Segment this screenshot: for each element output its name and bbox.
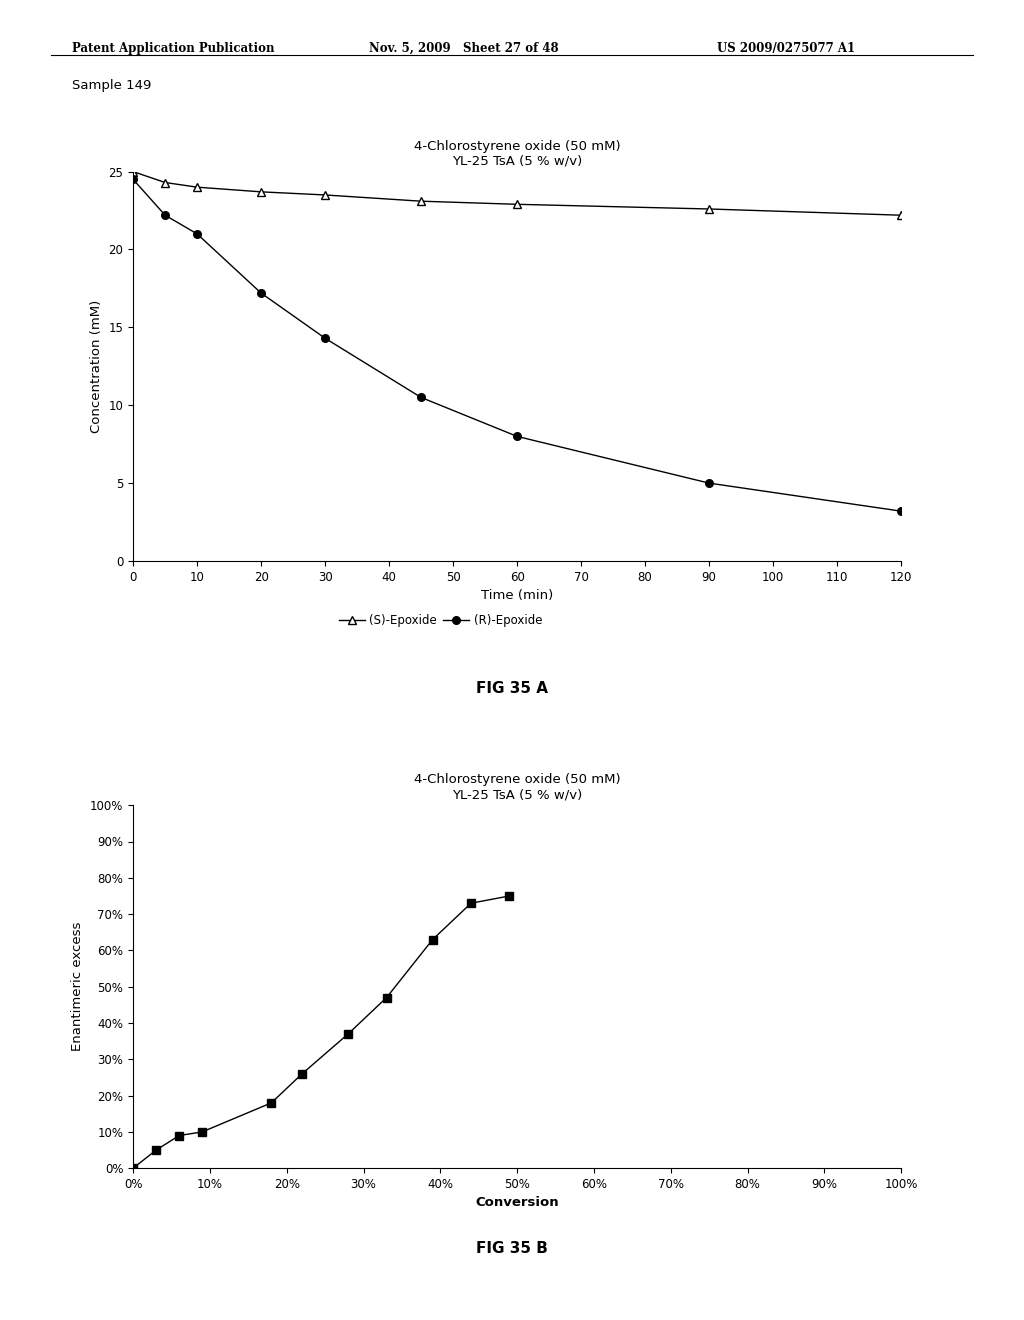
(S)-Epoxide bbox=[511, 197, 523, 213]
(S)-Epoxide bbox=[702, 201, 715, 216]
Text: US 2009/0275077 A1: US 2009/0275077 A1 bbox=[717, 42, 855, 55]
(S)-Epoxide bbox=[255, 183, 267, 199]
Text: FIG 35 B: FIG 35 B bbox=[476, 1241, 548, 1255]
(R)-Epoxide bbox=[511, 429, 523, 445]
Line: (S)-Epoxide: (S)-Epoxide bbox=[129, 168, 905, 219]
(R)-Epoxide bbox=[190, 226, 203, 242]
(R)-Epoxide bbox=[895, 503, 907, 519]
Title: 4-Chlorostyrene oxide (50 mM)
YL-25 TsA (5 % w/v): 4-Chlorostyrene oxide (50 mM) YL-25 TsA … bbox=[414, 140, 621, 168]
Line: (R)-Epoxide: (R)-Epoxide bbox=[129, 176, 905, 515]
(S)-Epoxide bbox=[319, 187, 332, 203]
(S)-Epoxide bbox=[895, 207, 907, 223]
(R)-Epoxide bbox=[127, 172, 139, 187]
Y-axis label: Concentration (mM): Concentration (mM) bbox=[90, 300, 103, 433]
(R)-Epoxide bbox=[319, 330, 332, 346]
Y-axis label: Enantimeric excess: Enantimeric excess bbox=[72, 921, 84, 1052]
(R)-Epoxide bbox=[415, 389, 427, 405]
X-axis label: Conversion: Conversion bbox=[475, 1196, 559, 1209]
(R)-Epoxide bbox=[255, 285, 267, 301]
(R)-Epoxide bbox=[159, 207, 171, 223]
Title: 4-Chlorostyrene oxide (50 mM)
YL-25 TsA (5 % w/v): 4-Chlorostyrene oxide (50 mM) YL-25 TsA … bbox=[414, 774, 621, 801]
(S)-Epoxide bbox=[127, 164, 139, 180]
(R)-Epoxide bbox=[702, 475, 715, 491]
(S)-Epoxide bbox=[415, 193, 427, 209]
Text: Sample 149: Sample 149 bbox=[72, 79, 152, 92]
Text: FIG 35 A: FIG 35 A bbox=[476, 681, 548, 696]
(S)-Epoxide bbox=[159, 174, 171, 190]
Legend: (S)-Epoxide, (R)-Epoxide: (S)-Epoxide, (R)-Epoxide bbox=[334, 610, 547, 632]
Text: Patent Application Publication: Patent Application Publication bbox=[72, 42, 274, 55]
(S)-Epoxide bbox=[190, 180, 203, 195]
Text: Nov. 5, 2009   Sheet 27 of 48: Nov. 5, 2009 Sheet 27 of 48 bbox=[369, 42, 558, 55]
X-axis label: Time (min): Time (min) bbox=[481, 589, 553, 602]
